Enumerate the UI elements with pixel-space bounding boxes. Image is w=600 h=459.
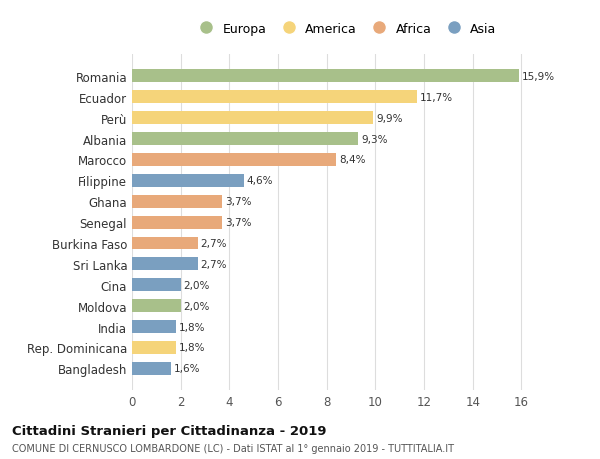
Text: 3,7%: 3,7% (225, 197, 251, 207)
Text: 9,3%: 9,3% (361, 134, 388, 144)
Bar (132, 70, 519, 83)
Text: Cittadini Stranieri per Cittadinanza - 2019: Cittadini Stranieri per Cittadinanza - 2… (12, 424, 326, 437)
Text: 2,0%: 2,0% (184, 280, 210, 290)
Text: 9,9%: 9,9% (376, 113, 403, 123)
Text: 3,7%: 3,7% (225, 218, 251, 228)
Text: 2,7%: 2,7% (200, 259, 227, 269)
Bar (132, 216, 222, 229)
Text: 15,9%: 15,9% (522, 72, 555, 82)
Text: 1,6%: 1,6% (174, 364, 200, 374)
Text: 8,4%: 8,4% (340, 155, 366, 165)
Bar (132, 279, 181, 291)
Bar (132, 91, 417, 104)
Bar (132, 341, 176, 354)
Text: COMUNE DI CERNUSCO LOMBARDONE (LC) - Dati ISTAT al 1° gennaio 2019 - TUTTITALIA.: COMUNE DI CERNUSCO LOMBARDONE (LC) - Dat… (12, 443, 454, 453)
Legend: Europa, America, Africa, Asia: Europa, America, Africa, Asia (188, 18, 502, 41)
Bar (132, 299, 181, 313)
Bar (132, 133, 358, 146)
Text: 1,8%: 1,8% (179, 342, 205, 353)
Bar (132, 196, 222, 208)
Text: 11,7%: 11,7% (420, 93, 453, 103)
Text: 2,0%: 2,0% (184, 301, 210, 311)
Bar (132, 237, 198, 250)
Bar (132, 258, 198, 271)
Text: 2,7%: 2,7% (200, 239, 227, 248)
Bar (132, 320, 176, 333)
Bar (132, 174, 244, 187)
Text: 1,8%: 1,8% (179, 322, 205, 332)
Bar (132, 362, 171, 375)
Text: 4,6%: 4,6% (247, 176, 274, 186)
Bar (132, 112, 373, 125)
Bar (132, 154, 337, 167)
